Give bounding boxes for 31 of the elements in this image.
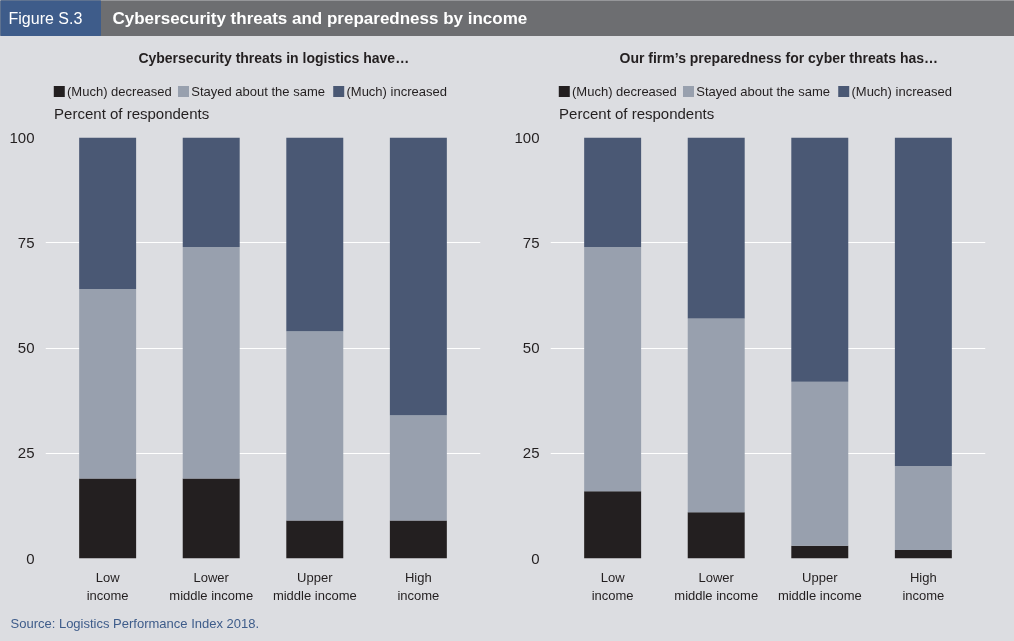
y-tick-label: 0 xyxy=(26,549,35,567)
x-tick-label: Low income xyxy=(591,569,634,603)
y-tick-label: 25 xyxy=(17,444,35,462)
chart-title: Our firm’s preparedness for cyber threats has… xyxy=(619,49,939,66)
y-axis-title: Percent of respondents xyxy=(559,105,715,122)
y-tick-label: 75 xyxy=(522,233,540,251)
legend-label: (Much) decreased xyxy=(572,84,677,99)
legend-label: (Much) increased xyxy=(851,84,952,99)
chart-title: Cybersecurity threats in logistics have… xyxy=(138,49,410,66)
legend-label: (Much) increased xyxy=(346,84,447,99)
x-tick-label: High income xyxy=(902,569,945,603)
x-tick-label: Upper middle income xyxy=(777,569,862,603)
x-tick-label: Lower middle income xyxy=(169,569,254,603)
text: Cybersecurity threats and preparedness by income xyxy=(112,9,528,28)
y-tick-label: 100 xyxy=(9,128,35,146)
y-tick-label: 100 xyxy=(514,128,540,146)
text: Figure S.3 xyxy=(8,10,83,27)
x-tick-label: Low income xyxy=(86,569,129,603)
legend-label: (Much) decreased xyxy=(67,84,172,99)
x-tick-label: High income xyxy=(397,569,440,603)
source-note: Source: Logistics Performance Index 2018. xyxy=(10,616,260,631)
y-tick-label: 75 xyxy=(17,233,35,251)
y-axis-title: Percent of respondents xyxy=(54,105,210,122)
x-tick-label: Lower middle income xyxy=(674,569,759,603)
y-tick-label: 50 xyxy=(522,339,540,356)
legend-label: Stayed about the same xyxy=(696,84,830,99)
y-tick-label: 25 xyxy=(522,444,540,462)
y-tick-label: 50 xyxy=(17,339,35,356)
legend-label: Stayed about the same xyxy=(191,84,325,99)
x-tick-label: Upper middle income xyxy=(272,569,357,603)
y-tick-label: 0 xyxy=(531,549,540,567)
